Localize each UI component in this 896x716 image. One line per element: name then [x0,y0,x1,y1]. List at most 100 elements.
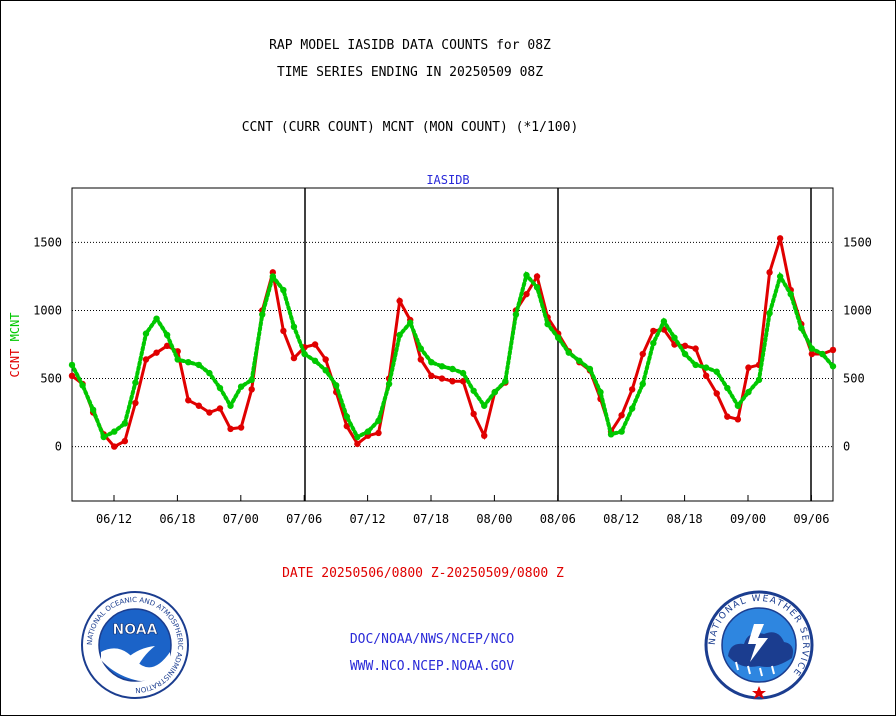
data-point-mcnt [755,376,763,384]
data-point-mcnt [343,413,351,420]
x-tick-label: 09/06 [793,512,829,526]
x-tick-label: 06/18 [159,512,195,526]
chart-title: IASIDB [426,173,469,187]
data-point-ccnt [227,425,234,433]
data-point-mcnt [576,357,583,365]
data-point-mcnt [311,357,319,365]
data-point-ccnt [142,356,150,363]
x-tick-label: 07/18 [413,512,449,526]
date-range-label: DATE 20250506/0800 Z-20250509/0800 Z [282,566,564,581]
data-point-mcnt [79,382,86,389]
data-point-ccnt [121,437,129,445]
data-point-ccnt [396,297,403,305]
data-point-ccnt [745,364,752,371]
data-point-mcnt [428,358,435,366]
data-point-mcnt [671,334,678,341]
data-point-ccnt [163,342,171,350]
data-point-mcnt [417,345,424,352]
data-point-mcnt [111,428,118,435]
y-tick-label-left: 0 [55,440,62,454]
data-point-ccnt [808,350,816,358]
y-tick-label-right: 1000 [843,303,872,317]
x-tick-label: 08/06 [540,512,576,526]
data-point-mcnt [660,318,668,325]
credit-line-1: DOC/NOAA/NWS/NCEP/NCO [349,632,515,647]
data-point-mcnt [512,311,520,318]
data-point-mcnt [206,369,213,377]
y-tick-label-left: 500 [40,372,62,386]
data-point-mcnt [618,428,625,435]
data-point-mcnt [628,405,636,412]
data-point-mcnt [364,428,372,435]
data-point-mcnt [586,365,594,373]
data-point-ccnt [428,372,435,379]
data-point-mcnt [185,358,192,366]
data-point-mcnt [713,368,720,375]
nws-logo-icon: NATIONAL WEATHER SERVICE [704,590,814,700]
data-point-mcnt [724,384,731,392]
data-point-ccnt [523,290,530,298]
data-point-mcnt [438,363,446,370]
data-point-mcnt [68,361,76,369]
data-point-ccnt [185,397,192,404]
data-point-ccnt [68,372,76,379]
data-point-mcnt [776,273,784,280]
y-axis-label-part: MCNT [8,312,22,348]
data-point-mcnt [491,388,498,396]
data-point-ccnt [449,378,456,385]
data-point-mcnt [544,320,551,328]
series-line-ccnt [71,237,834,449]
data-point-ccnt [459,378,467,385]
x-tick-label: 06/12 [96,512,132,526]
data-point-ccnt [237,424,245,431]
data-point-ccnt [248,386,255,393]
data-point-mcnt [787,290,794,298]
data-point-ccnt [111,443,118,450]
data-point-ccnt [628,386,636,393]
data-point-ccnt [132,399,139,407]
x-tick-label: 08/18 [667,512,703,526]
data-point-ccnt [470,410,477,418]
data-point-mcnt [121,420,129,427]
credit-line-2: WWW.NCO.NCEP.NOAA.GOV [349,659,515,674]
data-point-mcnt [470,387,477,394]
data-point-mcnt [798,324,805,332]
data-point-ccnt [650,327,657,335]
x-tick-label: 08/12 [603,512,639,526]
chart-title-line1: RAP MODEL IASIDB DATA COUNTS for 08Z [269,38,551,53]
data-point-ccnt [375,429,382,437]
data-point-mcnt [650,339,657,347]
y-tick-label-right: 500 [843,372,865,386]
data-point-ccnt [322,356,329,363]
data-point-mcnt [100,433,107,441]
noaa-logo-text: NOAA [113,622,158,638]
data-point-mcnt [142,330,150,337]
data-point-ccnt [481,432,488,439]
data-point-mcnt [449,365,456,373]
data-point-mcnt [132,379,139,386]
data-point-ccnt [681,342,689,350]
data-point-mcnt [195,361,203,369]
data-point-mcnt [301,350,308,358]
data-point-mcnt [227,402,234,409]
data-point-mcnt [216,384,224,392]
data-point-mcnt [163,331,171,339]
data-point-mcnt [734,402,742,409]
y-tick-label-right: 1500 [843,235,872,249]
data-point-mcnt [407,319,414,326]
data-point-mcnt [248,376,255,384]
data-point-ccnt [618,412,625,419]
data-point-ccnt [280,327,287,335]
data-point-ccnt [766,269,773,276]
data-point-mcnt [396,331,403,339]
data-point-mcnt [533,284,541,291]
data-point-mcnt [259,311,266,318]
x-tick-label: 07/12 [350,512,386,526]
data-point-mcnt [153,315,160,322]
data-point-mcnt [280,286,287,294]
data-point-ccnt [776,235,784,242]
chart-title-line2: TIME SERIES ENDING IN 20250509 08Z [276,65,544,80]
data-point-mcnt [766,310,773,317]
noaa-logo-icon: NOAA NATIONAL OCEANIC AND ATMOSPHERIC AD… [81,591,189,699]
